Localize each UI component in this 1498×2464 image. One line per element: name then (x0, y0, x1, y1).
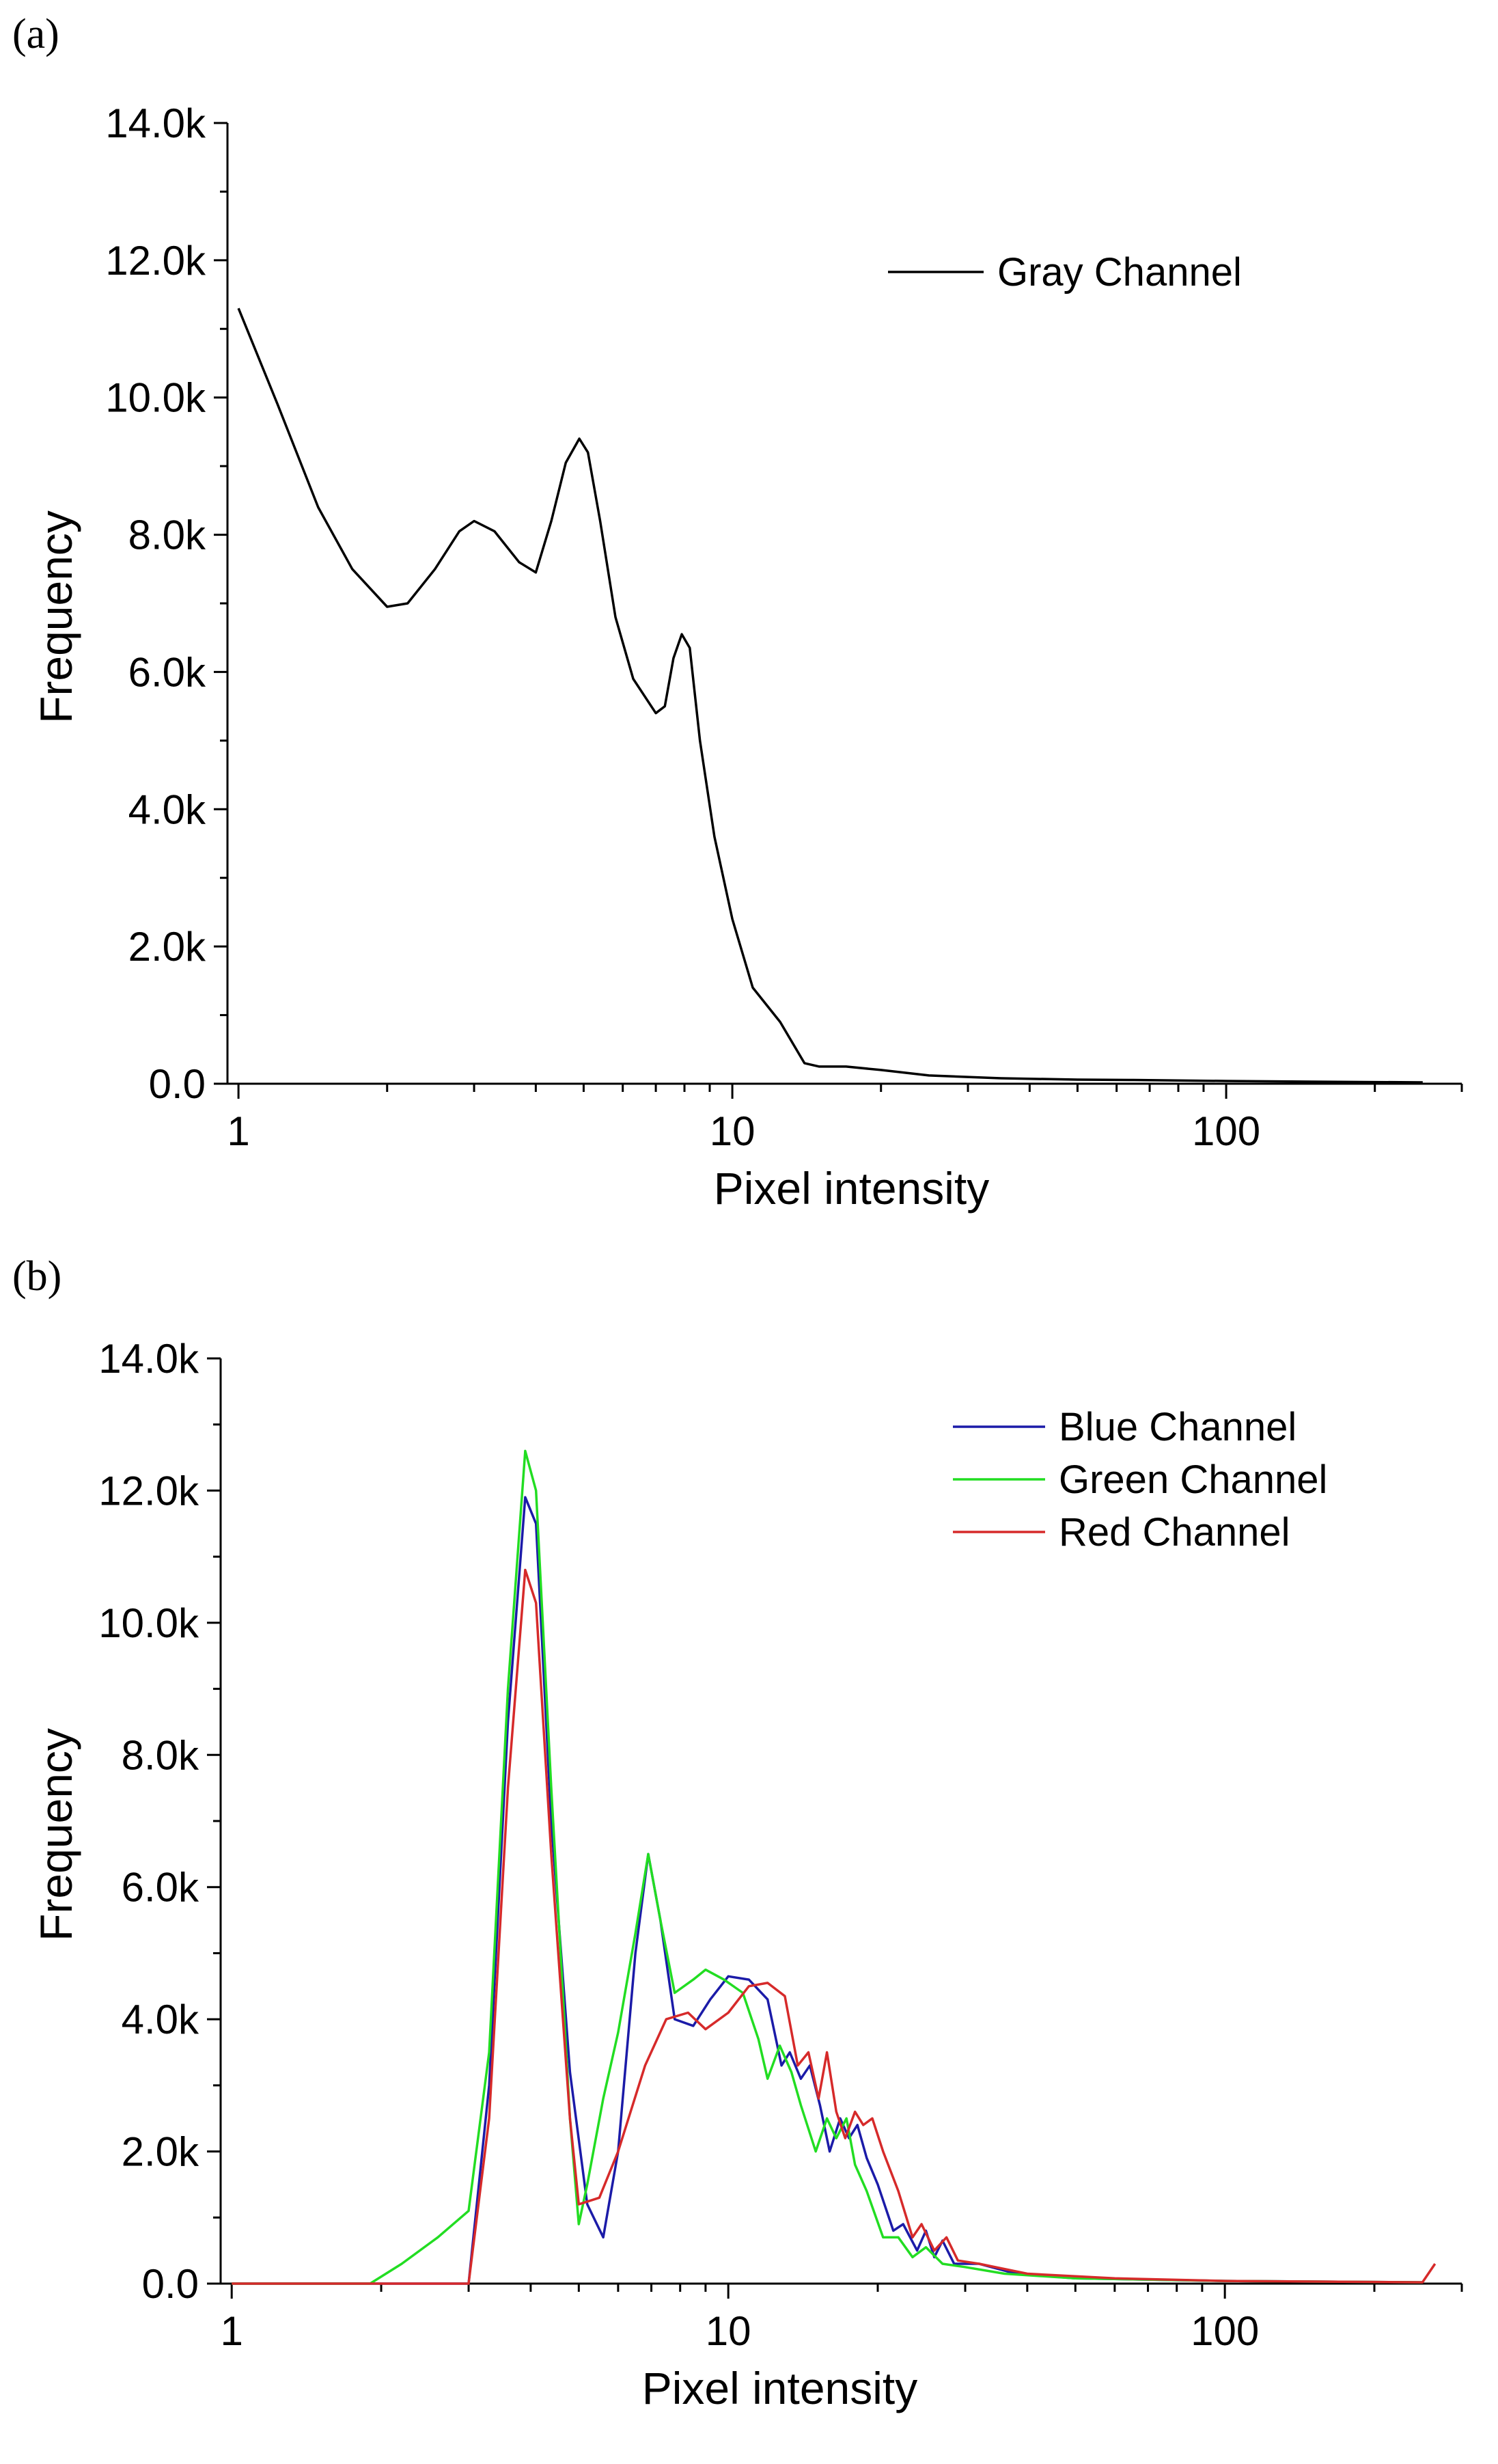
axes-a-y-tick-label: 0.0 (149, 1061, 206, 1107)
panel-b-label: (b) (12, 1253, 61, 1300)
legend-label-green-channel: Green Channel (1059, 1457, 1327, 1502)
axes-b-y-tick-label: 2.0k (122, 2129, 199, 2175)
axes-b-y-tick-label: 14.0k (98, 1336, 199, 1382)
axes-b-y-tick-label: 10.0k (98, 1600, 199, 1646)
legend-label-gray-channel: Gray Channel (997, 250, 1242, 295)
axes-b-y-tick-label: 6.0k (122, 1865, 199, 1911)
axes-b-y-axis-title: Frequency (31, 1728, 81, 1941)
axes-b-y-tick-label: 12.0k (98, 1468, 199, 1514)
axes-a-y-tick-label: 2.0k (128, 924, 206, 970)
axes-a-x-tick-label: 1 (227, 1108, 249, 1154)
axes-a-y-tick-label: 4.0k (128, 786, 206, 832)
axes-a-y-tick-label: 6.0k (128, 649, 206, 695)
axes-b-y-tick-label: 0.0 (142, 2261, 199, 2307)
axes-b-y-tick-label: 4.0k (122, 1997, 199, 2042)
legend-label-blue-channel: Blue Channel (1059, 1405, 1296, 1449)
axes-b-x-tick-label: 100 (1191, 2308, 1259, 2354)
panel-a-label: (a) (12, 11, 59, 57)
axes-a-y-tick-label: 14.0k (105, 100, 206, 146)
axes-a-y-axis-title: Frequency (31, 510, 81, 724)
axes-b-x-tick-label: 10 (706, 2308, 751, 2354)
chart-panel-b: 0.0 2.0k 4.0k 6.0k 8.0k 10.0k 12.0k 14.0k 1 10 100… (31, 1336, 1463, 2413)
axes-b-x-axis-title: Pixel intensity (642, 2363, 918, 2413)
series-line-green-channel (232, 1449, 1423, 2285)
series-line-blue-channel (232, 1496, 1423, 2285)
axes-a-x-tick-label: 10 (710, 1108, 755, 1154)
chart-panel-a: 0.0 2.0k 4.0k 6.0k 8.0k 10.0k 12.0k 14.0k 1 10 100… (31, 100, 1463, 1214)
axes-b-x-tick-label: 1 (221, 2308, 243, 2354)
series-line-red-channel (232, 1568, 1437, 2285)
axes-a-y-tick-label: 10.0k (105, 375, 206, 421)
axes-a-y-tick-label: 8.0k (128, 512, 206, 558)
axes-a-y-tick-label: 12.0k (105, 238, 206, 284)
series-line-gray-channel (237, 307, 1423, 1084)
axes-a-x-tick-label: 100 (1192, 1108, 1260, 1154)
axes-a-x-axis-title: Pixel intensity (714, 1163, 990, 1214)
legend-label-red-channel: Red Channel (1059, 1510, 1290, 1555)
axes-b-y-tick-label: 8.0k (122, 1732, 199, 1778)
